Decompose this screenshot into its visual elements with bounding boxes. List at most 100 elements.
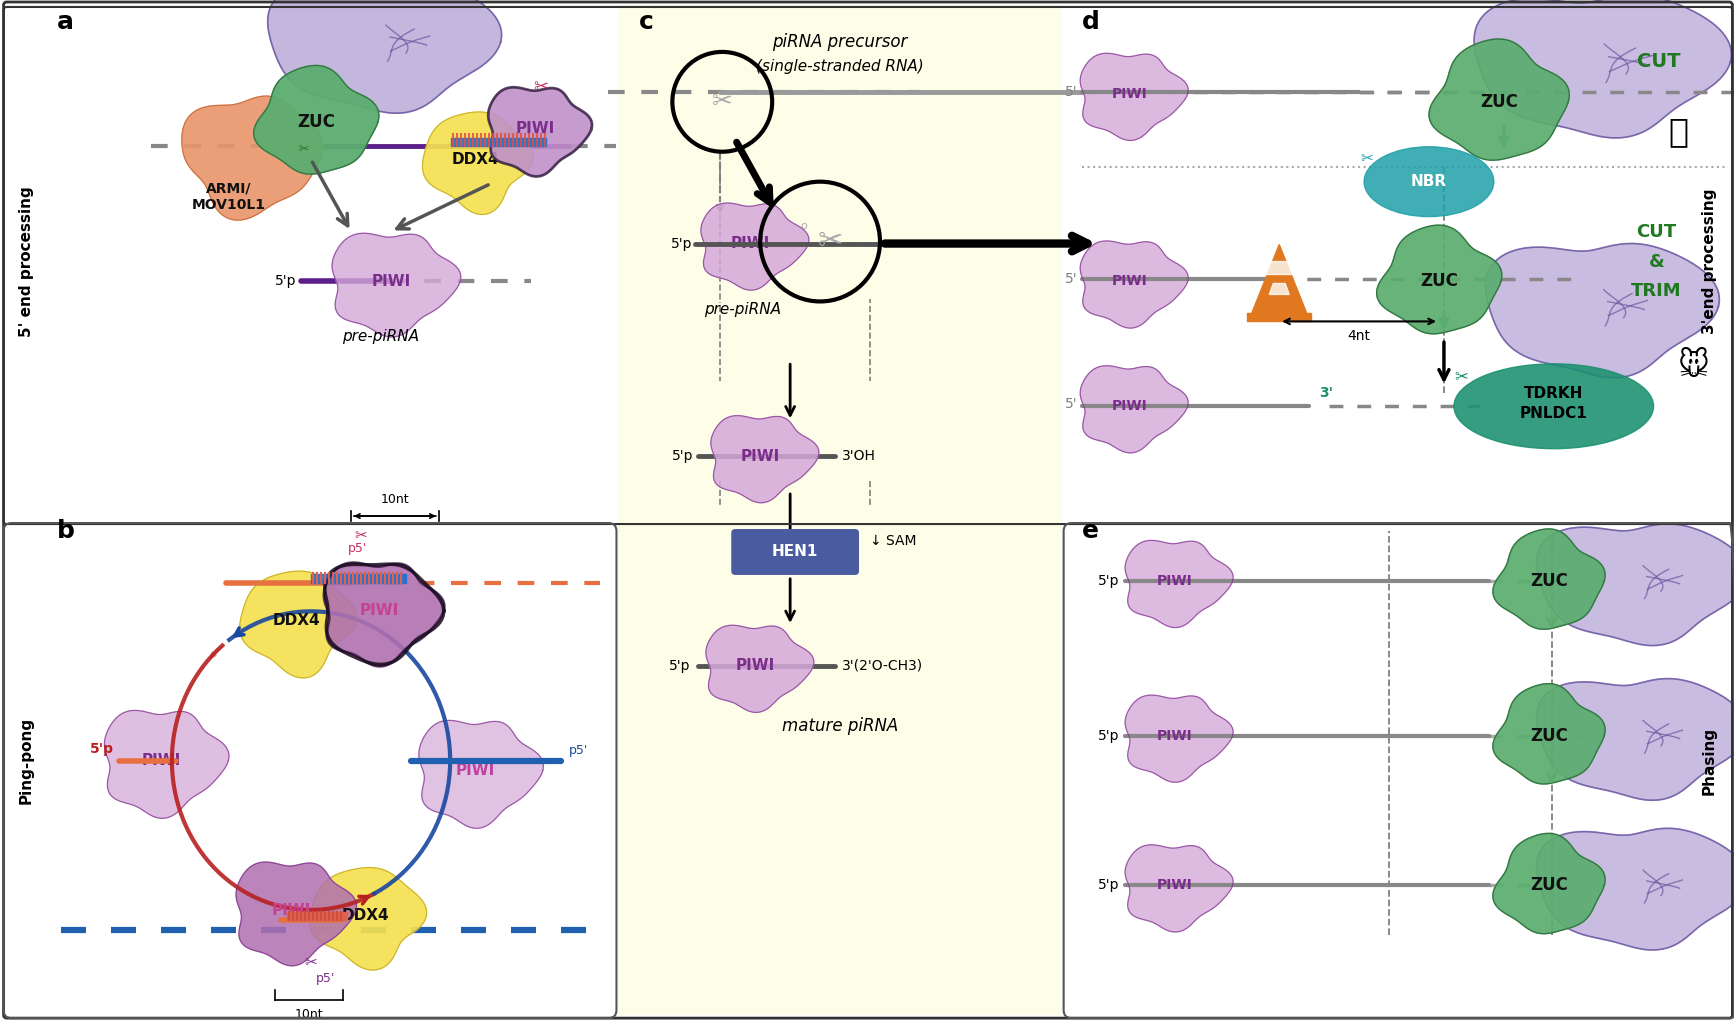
- Text: piRNA precursor: piRNA precursor: [773, 33, 908, 51]
- Bar: [286, 913, 347, 920]
- Polygon shape: [267, 0, 502, 113]
- Text: 5'p: 5'p: [668, 659, 691, 672]
- Polygon shape: [1080, 53, 1187, 140]
- Polygon shape: [1486, 243, 1719, 378]
- Polygon shape: [422, 112, 533, 215]
- Polygon shape: [712, 416, 819, 503]
- Text: PIWI: PIWI: [1156, 729, 1193, 743]
- Text: ZUC: ZUC: [1479, 93, 1517, 110]
- Text: PIWI: PIWI: [516, 122, 556, 136]
- Text: ZUC: ZUC: [1529, 727, 1568, 745]
- Polygon shape: [240, 571, 358, 678]
- Polygon shape: [1262, 262, 1297, 275]
- Polygon shape: [701, 203, 809, 290]
- Text: 5'p: 5'p: [274, 275, 297, 288]
- Text: TRIM: TRIM: [1632, 282, 1682, 300]
- Text: PIWI: PIWI: [142, 753, 181, 769]
- Text: d: d: [1082, 10, 1099, 34]
- Polygon shape: [309, 868, 427, 970]
- Text: (single-stranded RNA): (single-stranded RNA): [757, 59, 924, 75]
- Polygon shape: [1125, 695, 1233, 782]
- Polygon shape: [1252, 244, 1307, 315]
- Polygon shape: [418, 721, 543, 828]
- Polygon shape: [1080, 241, 1187, 328]
- Text: CUT: CUT: [1637, 52, 1680, 72]
- Text: PIWI: PIWI: [1156, 878, 1193, 892]
- Text: NBR: NBR: [1411, 174, 1448, 189]
- Text: 5': 5': [1064, 398, 1078, 411]
- Text: PIWI: PIWI: [372, 274, 410, 289]
- Text: ✂: ✂: [354, 528, 368, 544]
- Text: 3': 3': [1319, 386, 1333, 401]
- Text: ✂: ✂: [818, 227, 842, 257]
- Text: 3'(2'O-CH3): 3'(2'O-CH3): [842, 659, 924, 672]
- Polygon shape: [1474, 0, 1731, 138]
- Polygon shape: [104, 710, 229, 819]
- FancyBboxPatch shape: [731, 529, 859, 575]
- Polygon shape: [1536, 679, 1736, 800]
- Text: mature piRNA: mature piRNA: [781, 716, 898, 735]
- Text: ✂: ✂: [1361, 151, 1373, 167]
- Text: ✂: ✂: [304, 955, 318, 970]
- Text: ZUC: ZUC: [1529, 572, 1568, 590]
- Text: 5'p: 5'p: [672, 449, 693, 463]
- Polygon shape: [1080, 366, 1187, 453]
- Text: &: &: [1649, 252, 1665, 271]
- Text: HEN1: HEN1: [773, 545, 818, 559]
- Polygon shape: [236, 862, 356, 966]
- Text: CUT: CUT: [1637, 223, 1677, 240]
- Text: o: o: [800, 221, 807, 231]
- Text: 🐭: 🐭: [1677, 352, 1710, 381]
- Polygon shape: [488, 87, 592, 177]
- Text: PIWI: PIWI: [457, 763, 495, 778]
- Text: 4nt: 4nt: [1347, 329, 1371, 343]
- Text: PIWI: PIWI: [736, 658, 774, 673]
- Text: a: a: [57, 10, 73, 34]
- Text: DDX4: DDX4: [342, 908, 391, 923]
- Polygon shape: [707, 625, 814, 712]
- Text: p5': p5': [349, 543, 368, 556]
- Polygon shape: [332, 233, 460, 337]
- Text: 3'OH: 3'OH: [842, 449, 877, 463]
- Polygon shape: [253, 65, 378, 174]
- Text: Ping-pong: Ping-pong: [19, 717, 35, 804]
- Bar: [1246, 314, 1311, 321]
- Polygon shape: [1125, 541, 1233, 628]
- Text: p5': p5': [569, 744, 589, 757]
- Text: ✂: ✂: [533, 78, 549, 96]
- Text: 5'p: 5'p: [1099, 878, 1120, 892]
- Text: c: c: [639, 10, 653, 34]
- Text: p5': p5': [316, 972, 335, 985]
- Text: PIWI: PIWI: [1111, 275, 1147, 288]
- Polygon shape: [618, 5, 1062, 1015]
- Text: PIWI: PIWI: [1156, 574, 1193, 588]
- Polygon shape: [1429, 39, 1569, 160]
- Text: e: e: [1082, 519, 1099, 543]
- Text: ARMI/
MOV10L1: ARMI/ MOV10L1: [193, 182, 266, 212]
- Text: 🪰: 🪰: [1668, 115, 1689, 148]
- Text: DDX4: DDX4: [451, 152, 500, 168]
- Text: 5': 5': [1064, 273, 1078, 286]
- Text: TDRKH: TDRKH: [1524, 385, 1583, 401]
- Text: 5': 5': [1064, 85, 1078, 99]
- Text: PNLDC1: PNLDC1: [1519, 406, 1588, 421]
- Text: 10nt: 10nt: [295, 1008, 323, 1021]
- Text: ZUC: ZUC: [1529, 877, 1568, 894]
- Polygon shape: [1536, 828, 1736, 950]
- Bar: [451, 138, 545, 146]
- Ellipse shape: [1364, 147, 1495, 217]
- Text: ↓ SAM: ↓ SAM: [870, 535, 917, 548]
- Text: DDX4: DDX4: [273, 613, 319, 629]
- Text: pre-piRNA: pre-piRNA: [342, 329, 420, 343]
- Text: ZUC: ZUC: [1420, 273, 1458, 290]
- Bar: [311, 574, 406, 583]
- Polygon shape: [1377, 225, 1502, 334]
- Text: 5'p: 5'p: [89, 742, 113, 755]
- Text: PIWI: PIWI: [1111, 87, 1147, 101]
- Text: 5'p: 5'p: [670, 236, 693, 250]
- Text: 5'p: 5'p: [1099, 729, 1120, 743]
- Ellipse shape: [1455, 364, 1654, 449]
- Text: PIWI: PIWI: [271, 902, 311, 918]
- Text: PIWI: PIWI: [359, 603, 399, 618]
- Text: b: b: [57, 519, 75, 543]
